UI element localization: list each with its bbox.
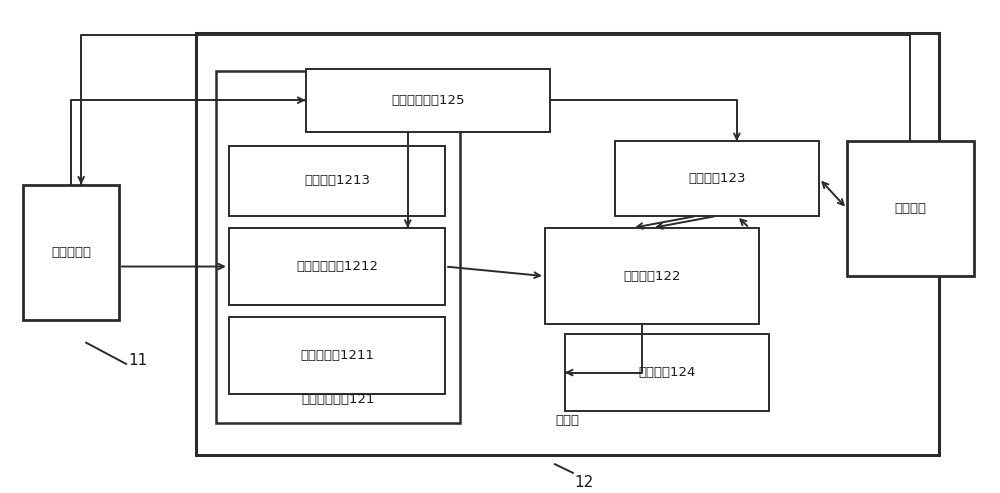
Text: 主动想象模块125: 主动想象模块125 [391, 94, 464, 106]
Text: 预处理单儔1211: 预处理单儔1211 [300, 349, 374, 362]
Text: 交互模块123: 交互模块123 [688, 172, 746, 185]
Bar [306, 69, 550, 132]
Bar [615, 141, 819, 216]
Text: 目标患者: 目标患者 [894, 202, 926, 215]
Text: 反馈模块124: 反馈模块124 [638, 366, 696, 379]
Text: 病情解析模块121: 病情解析模块121 [301, 392, 375, 406]
Bar [847, 141, 974, 276]
Text: 12: 12 [575, 475, 594, 490]
Text: 脉冲发生器: 脉冲发生器 [51, 246, 91, 258]
Bar [23, 184, 119, 319]
Bar [229, 146, 445, 216]
Bar [565, 334, 769, 411]
Bar [229, 228, 445, 305]
Bar [196, 33, 939, 455]
Text: 11: 11 [128, 353, 147, 368]
Text: 特征提取单儔1212: 特征提取单儔1212 [296, 260, 378, 273]
Bar [229, 317, 445, 394]
Text: 控制器: 控制器 [555, 414, 579, 427]
Text: 分类单儔1213: 分类单儔1213 [304, 175, 370, 187]
Bar [216, 71, 460, 423]
Text: 优化模块122: 优化模块122 [623, 270, 681, 282]
Bar [545, 228, 759, 324]
